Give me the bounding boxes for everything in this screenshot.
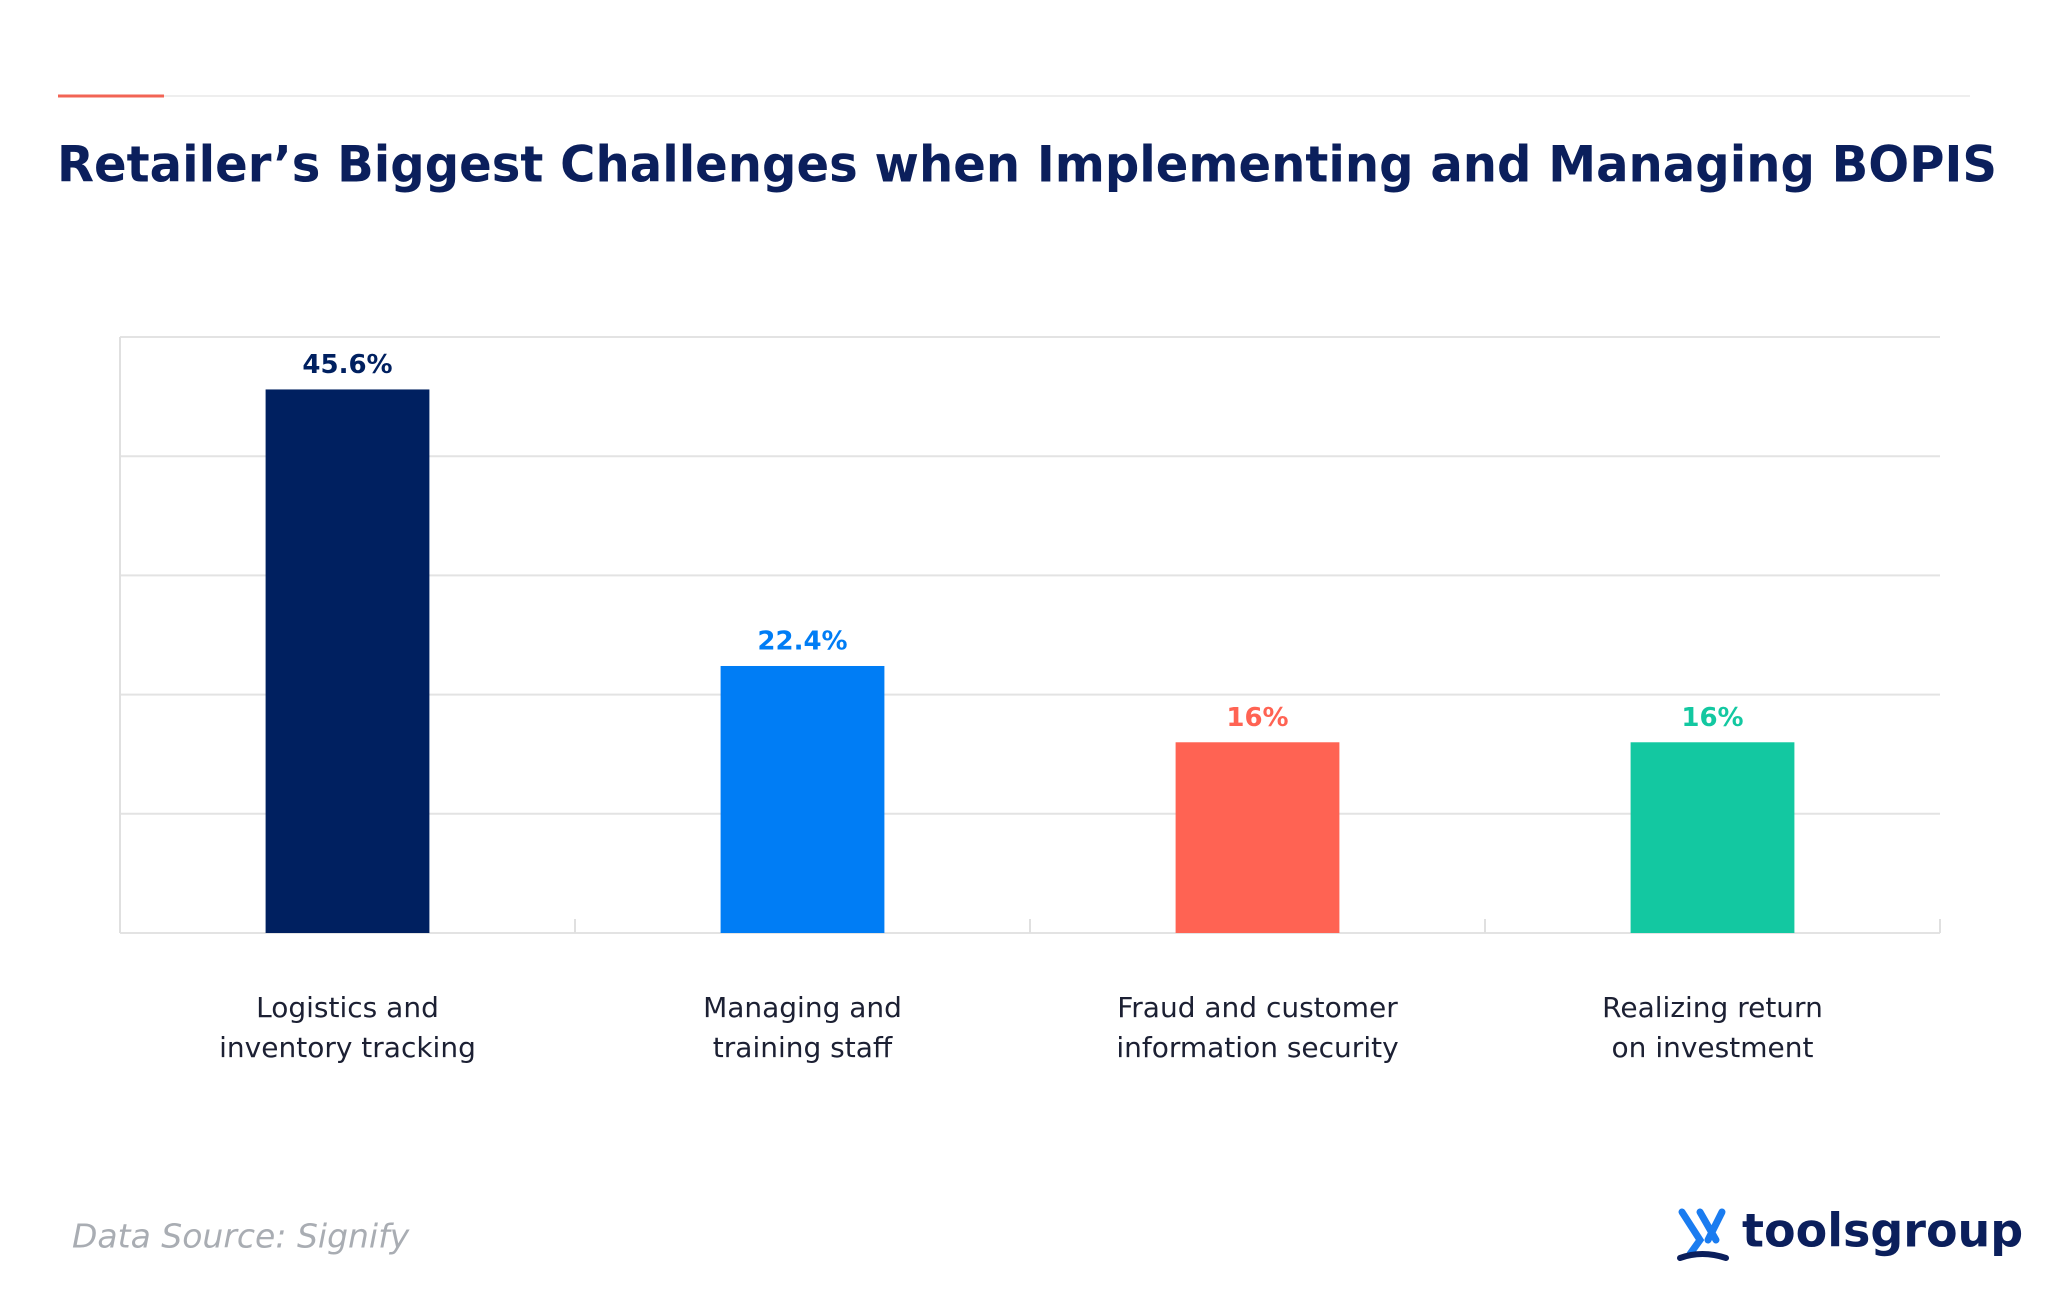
value-label: 22.4% [757,626,847,656]
source: Data Source: Signify [72,1217,410,1256]
logo-icon [1677,1208,1729,1261]
x-tick-label: Logistics and inventory tracking [219,991,476,1064]
x-tick-label: Fraud and customer information security [1116,991,1398,1064]
bar [720,665,885,933]
bar [1630,742,1795,933]
logo: toolsgroup [1742,1204,2023,1258]
bar [1175,742,1340,933]
x-tick-label: Realizing return on investment [1602,991,1823,1064]
x-tick-label: Managing and training staff [703,991,902,1064]
chart-title: Retailer’s Biggest Challenges when Imple… [57,136,1997,194]
bar [265,389,430,933]
value-label: 16% [1681,703,1743,733]
value-label: 45.6% [302,350,392,380]
value-label: 16% [1226,703,1288,733]
